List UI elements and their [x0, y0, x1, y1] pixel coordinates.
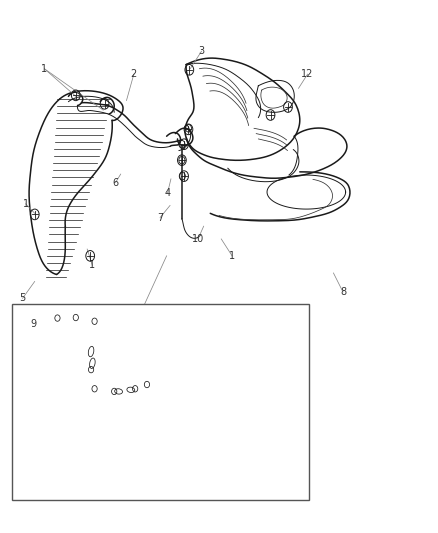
Bar — [12, 304, 308, 500]
Text: 10: 10 — [192, 234, 204, 244]
Text: 4: 4 — [164, 188, 170, 198]
Text: 6: 6 — [113, 177, 119, 188]
Text: 1: 1 — [41, 64, 47, 74]
Text: 3: 3 — [198, 46, 205, 56]
Text: 9: 9 — [30, 319, 36, 329]
Text: 12: 12 — [301, 69, 314, 79]
Text: 1: 1 — [22, 199, 28, 209]
Text: 7: 7 — [157, 213, 163, 223]
Text: 9: 9 — [30, 319, 36, 329]
Text: 5: 5 — [19, 293, 26, 303]
Text: 2: 2 — [131, 69, 137, 79]
Text: 1: 1 — [89, 261, 95, 270]
Text: 1: 1 — [229, 251, 235, 261]
Text: 8: 8 — [340, 287, 346, 297]
